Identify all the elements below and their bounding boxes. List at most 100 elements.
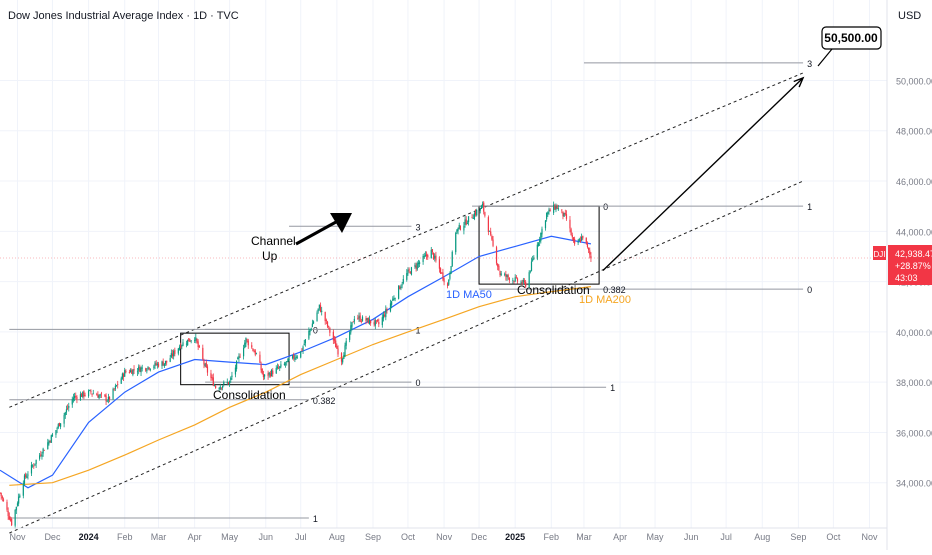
fib-level-label: 1 bbox=[415, 325, 420, 335]
candle-body bbox=[218, 388, 220, 390]
candle-body bbox=[381, 317, 383, 326]
candle-body bbox=[104, 394, 106, 397]
candle-body bbox=[23, 475, 26, 484]
candle-body bbox=[441, 272, 443, 274]
price-tick-label: 36,000.00 bbox=[896, 428, 932, 438]
time-tick-label: Oct bbox=[826, 532, 841, 542]
time-tick-label: Nov bbox=[862, 532, 879, 542]
candle-body bbox=[423, 255, 425, 258]
currency-label[interactable]: USD bbox=[898, 10, 921, 22]
candle-body bbox=[554, 205, 556, 210]
candle-body bbox=[311, 323, 313, 328]
candle-body bbox=[83, 391, 85, 397]
candle-body bbox=[139, 367, 141, 372]
candle-body bbox=[75, 396, 77, 397]
badge-symbol: DJI bbox=[874, 250, 886, 259]
candle-body bbox=[84, 395, 86, 396]
candle-body bbox=[472, 217, 474, 219]
candle-body bbox=[359, 315, 361, 322]
candle-body bbox=[245, 337, 247, 344]
candle-body bbox=[262, 374, 265, 378]
candle-body bbox=[32, 465, 34, 467]
candle-body bbox=[497, 264, 499, 267]
candle-body bbox=[196, 338, 198, 343]
candle-body bbox=[473, 213, 475, 220]
price-tick-label: 38,000.00 bbox=[896, 378, 932, 388]
candle-body bbox=[303, 343, 305, 346]
candle-body bbox=[484, 212, 486, 216]
time-tick-label: Jul bbox=[295, 532, 307, 542]
candle-body bbox=[491, 236, 493, 240]
candle-body bbox=[211, 377, 213, 379]
candle-body bbox=[471, 217, 473, 219]
fib-level-label: 3 bbox=[807, 59, 812, 69]
candle-body bbox=[340, 353, 343, 362]
candle-body bbox=[41, 454, 43, 457]
candle-body bbox=[498, 265, 500, 271]
candle-body bbox=[51, 434, 54, 437]
candle-body bbox=[72, 397, 75, 401]
time-tick-label: Apr bbox=[613, 532, 627, 542]
candle-body bbox=[300, 351, 302, 358]
candle-body bbox=[138, 366, 140, 371]
candle-body bbox=[393, 298, 395, 300]
candle-body bbox=[56, 428, 58, 430]
candle-body bbox=[450, 266, 452, 275]
candle-body bbox=[268, 372, 270, 375]
consolidation-label-right: Consolidation bbox=[517, 283, 590, 297]
candle-body bbox=[488, 230, 491, 232]
price-tick-label: 48,000.00 bbox=[896, 127, 932, 137]
candle-body bbox=[206, 366, 209, 373]
candle-body bbox=[26, 476, 28, 478]
candle-body bbox=[582, 235, 584, 239]
channel-label-2: Up bbox=[262, 249, 278, 263]
candle-body bbox=[287, 358, 289, 363]
candle-body bbox=[239, 356, 241, 358]
candle-body bbox=[532, 259, 534, 261]
fib-level-label: 0 bbox=[313, 325, 318, 335]
candle-body bbox=[237, 357, 239, 360]
candle-body bbox=[146, 369, 148, 372]
candle-body bbox=[1, 496, 3, 499]
price-tick-label: 46,000.00 bbox=[896, 177, 932, 187]
channel-line-lower bbox=[9, 180, 804, 534]
candle-body bbox=[97, 394, 99, 398]
price-badge[interactable]: DJI 42,938.47 +28.87% 43:03 bbox=[873, 245, 932, 285]
candle-body bbox=[145, 368, 147, 371]
candle-body bbox=[251, 345, 253, 348]
candle-body bbox=[105, 395, 107, 402]
candle-body bbox=[539, 239, 541, 243]
candle-body bbox=[227, 382, 230, 385]
candle-body bbox=[555, 205, 557, 211]
time-tick-label: Jun bbox=[684, 532, 699, 542]
fib-level-label: 1 bbox=[313, 514, 318, 524]
candle-body bbox=[419, 262, 421, 264]
candle-body bbox=[480, 205, 482, 209]
candle-body bbox=[569, 219, 571, 229]
candle-body bbox=[267, 373, 269, 376]
candle-body bbox=[18, 496, 20, 504]
price-tick-label: 40,000.00 bbox=[896, 328, 932, 338]
candle-body bbox=[402, 279, 404, 284]
candle-body bbox=[318, 304, 320, 309]
time-axis[interactable]: Nov Dec 2024 Feb Mar Apr May Jun Jul Aug Sep Oct Nov… bbox=[9, 532, 878, 542]
candle-body bbox=[446, 283, 449, 287]
candle-body bbox=[181, 345, 183, 347]
candle-body bbox=[432, 252, 435, 259]
channel-lines bbox=[9, 72, 804, 534]
candle-body bbox=[304, 339, 306, 344]
candle-body bbox=[288, 358, 290, 361]
candle-body bbox=[6, 501, 8, 510]
candle-body bbox=[223, 382, 225, 385]
candle-body bbox=[115, 385, 118, 387]
candle-body bbox=[458, 224, 460, 229]
time-tick-label: Mar bbox=[576, 532, 592, 542]
candle-body bbox=[512, 280, 514, 281]
candle-body bbox=[561, 209, 563, 211]
chart-title: Dow Jones Industrial Average Index · 1D … bbox=[8, 10, 239, 22]
candle-body bbox=[234, 367, 237, 375]
candle-body bbox=[203, 359, 205, 365]
candle-body bbox=[537, 243, 540, 246]
candle-body bbox=[190, 340, 192, 342]
